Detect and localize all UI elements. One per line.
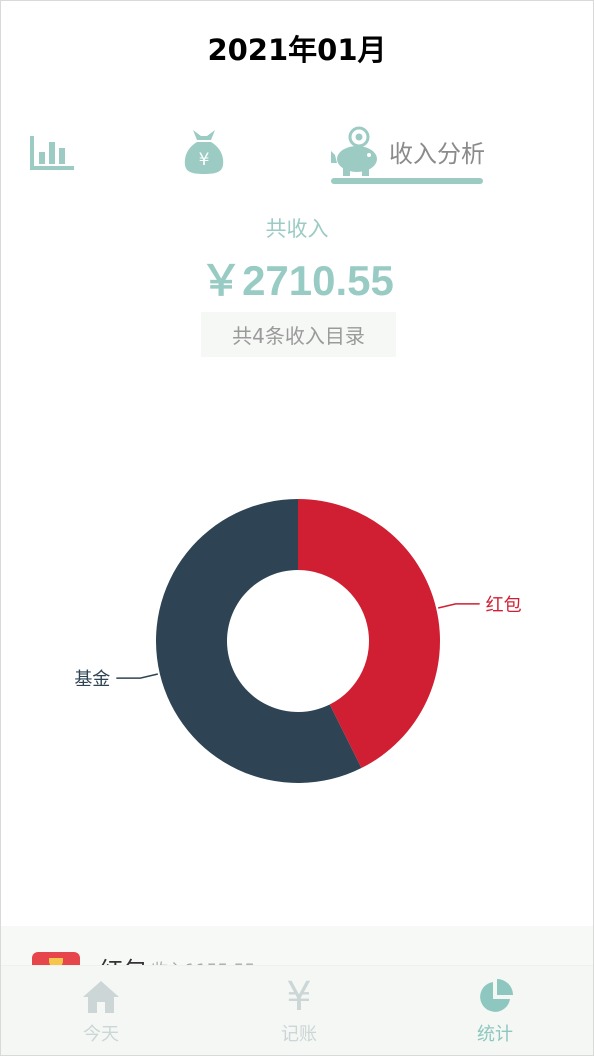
nav-stats[interactable]: 统计 bbox=[435, 966, 555, 1055]
pie-leader-line-0 bbox=[437, 603, 480, 609]
yen-icon: ¥ bbox=[286, 974, 312, 1020]
pie-chart-icon bbox=[480, 979, 513, 1012]
tab-income[interactable]: 收入分析 bbox=[331, 121, 485, 181]
income-total: ￥2710.55 bbox=[200, 257, 394, 304]
svg-text:¥: ¥ bbox=[199, 150, 210, 170]
pie-slice-0[interactable] bbox=[298, 499, 440, 769]
pie-label-0: 红包 bbox=[486, 595, 522, 616]
tab-active-indicator bbox=[331, 178, 483, 184]
page-title: 2021年01月 bbox=[207, 33, 387, 67]
nav-account[interactable]: ¥ 记账 bbox=[239, 966, 359, 1055]
nav-today-label: 今天 bbox=[83, 1024, 119, 1045]
bottom-nav: 今天 ¥ 记账 统计 bbox=[1, 965, 593, 1055]
nav-stats-label: 统计 bbox=[477, 1024, 513, 1045]
income-caption: 共收入 bbox=[265, 217, 329, 241]
pie-slice-1[interactable] bbox=[155, 499, 362, 783]
piggy-bank-icon bbox=[331, 126, 377, 176]
nav-account-label: 记账 bbox=[281, 1024, 317, 1045]
tab-expense[interactable]: ¥ bbox=[183, 121, 225, 181]
tab-chart[interactable] bbox=[29, 121, 75, 181]
money-bag-icon: ¥ bbox=[184, 130, 224, 174]
bar-chart-icon bbox=[30, 136, 74, 170]
home-icon bbox=[83, 981, 119, 1013]
tab-income-label: 收入分析 bbox=[389, 139, 485, 168]
nav-today[interactable]: 今天 bbox=[41, 966, 161, 1055]
pie-label-1: 基金 bbox=[74, 669, 110, 690]
pie-leader-line-1 bbox=[116, 673, 159, 679]
income-count-badge[interactable]: 共4条收入目录 bbox=[201, 312, 396, 357]
